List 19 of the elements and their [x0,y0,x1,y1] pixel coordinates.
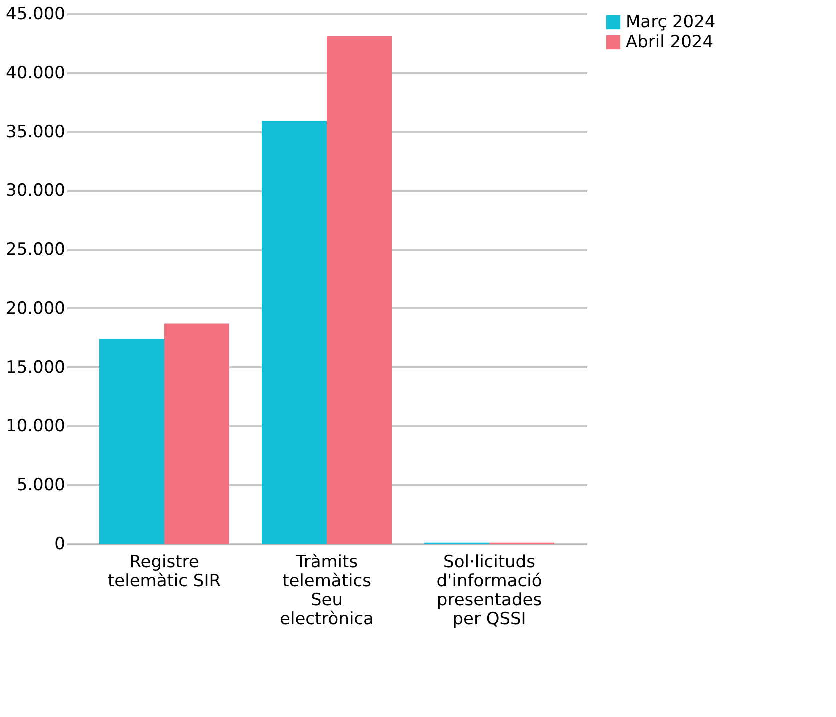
y-tick-label: 15.000 [6,358,66,378]
y-tick-label: 10.000 [6,416,66,437]
legend-label: Abril 2024 [626,32,714,52]
x-tick-label: Sol·licituds d'informació presentades per QSSI [436,552,542,630]
y-tick-label: 0 [54,534,66,554]
y-tick-label: 30.000 [6,181,66,202]
bar [100,339,164,544]
y-tick-label: 45.000 [6,4,66,24]
bar [164,324,230,544]
y-tick-label: 25.000 [6,240,66,260]
y-tick-label: 5.000 [16,476,66,496]
y-tick-label: 35.000 [6,122,66,142]
bar [262,121,327,544]
x-tick-label: Registre telemàtic SIR [108,552,222,592]
x-tick-label: Tràmits telemàtics Seu electrònica [280,552,374,630]
legend-label: Març 2024 [626,12,716,32]
bar [327,36,392,544]
y-tick-label: 40.000 [6,63,66,84]
y-tick-label: 20.000 [6,298,66,319]
